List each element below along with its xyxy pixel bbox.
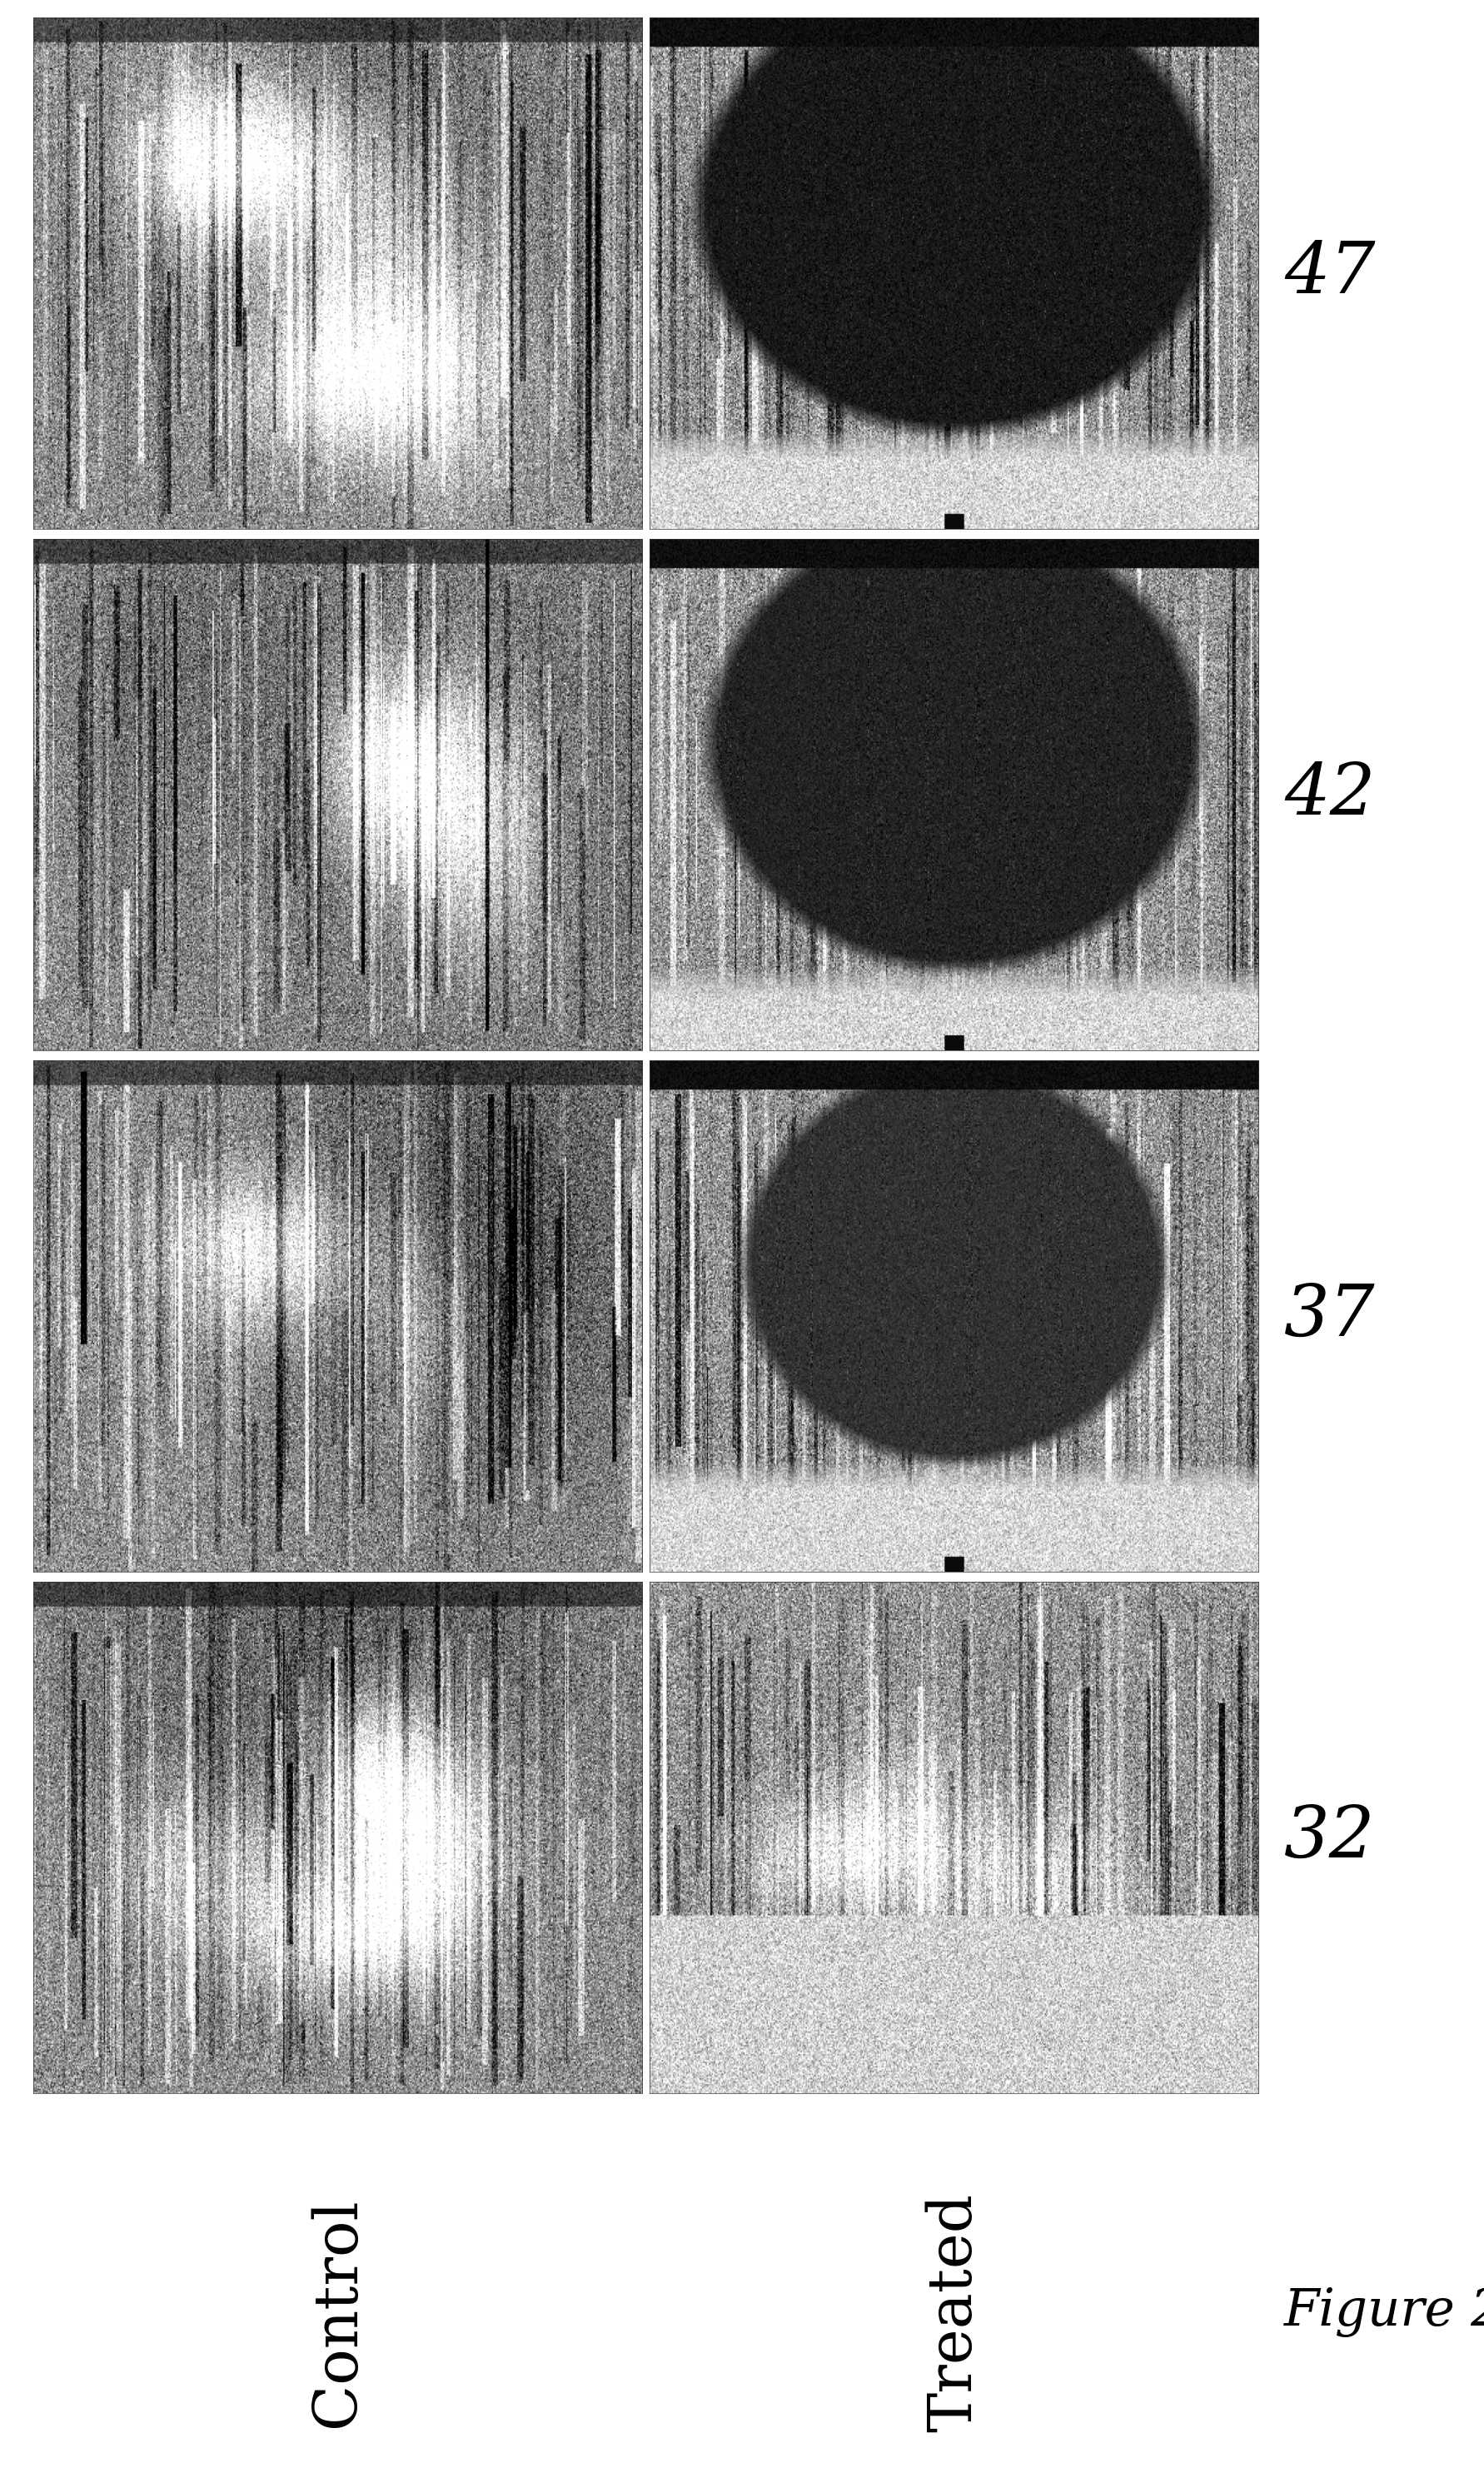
Text: Figure 2: Figure 2 xyxy=(1284,2288,1484,2337)
Text: 32: 32 xyxy=(1284,1802,1374,1871)
Text: 42: 42 xyxy=(1284,760,1374,829)
Text: 37: 37 xyxy=(1284,1281,1374,1350)
Text: Control: Control xyxy=(309,2197,367,2429)
Text: Treated: Treated xyxy=(925,2194,982,2431)
Text: 47: 47 xyxy=(1284,239,1374,308)
